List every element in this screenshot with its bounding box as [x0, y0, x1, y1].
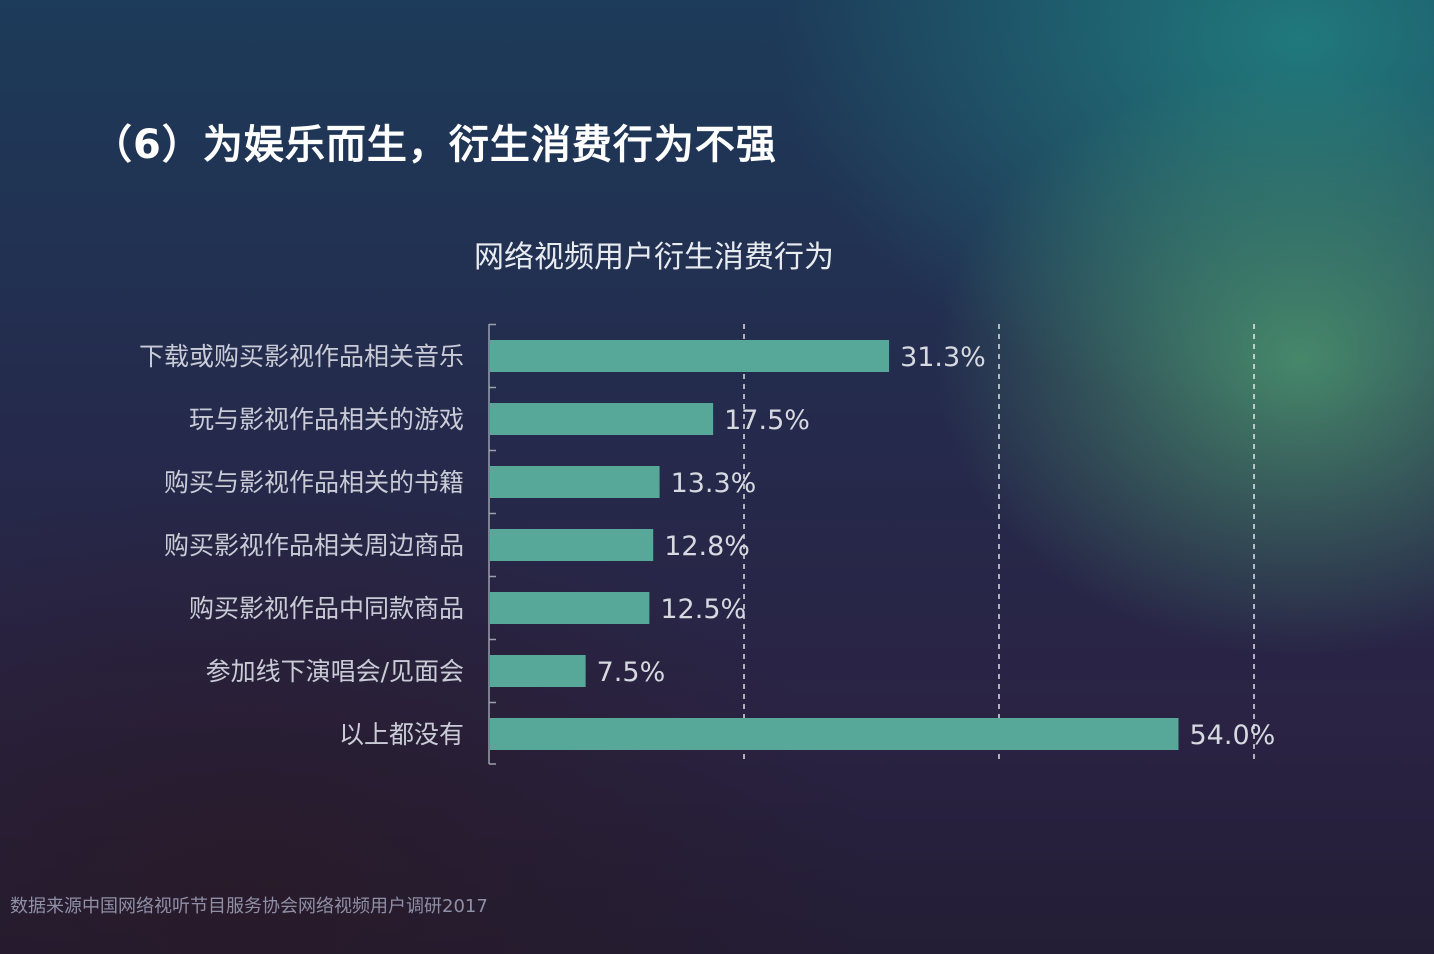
value-label-7: 54.0% — [1190, 720, 1276, 751]
category-label-4: 购买影视作品相关周边商品 — [164, 531, 464, 560]
value-label-3: 13.3% — [671, 468, 757, 499]
category-label-3: 购买与影视作品相关的书籍 — [164, 468, 464, 497]
value-label-1: 31.3% — [900, 342, 986, 373]
category-label-7: 以上都没有 — [339, 720, 464, 749]
bar-5 — [490, 592, 650, 624]
bar-3 — [490, 466, 660, 498]
bar-2 — [490, 403, 714, 435]
bar-6 — [490, 655, 586, 687]
page-title: （6）为娱乐而生，衍生消费行为不强 — [92, 122, 777, 168]
bar-1 — [490, 340, 890, 372]
category-label-5: 购买影视作品中同款商品 — [189, 594, 464, 623]
category-label-6: 参加线下演唱会/见面会 — [206, 657, 464, 686]
bar-7 — [490, 718, 1179, 750]
value-label-4: 12.8% — [664, 531, 750, 562]
value-label-5: 12.5% — [660, 594, 746, 625]
category-label-2: 玩与影视作品相关的游戏 — [189, 405, 464, 434]
value-label-2: 17.5% — [724, 405, 810, 436]
category-label-1: 下载或购买影视作品相关音乐 — [139, 342, 464, 371]
chart-title: 网络视频用户衍生消费行为 — [474, 240, 834, 275]
bar-4 — [490, 529, 654, 561]
value-label-6: 7.5% — [597, 657, 666, 688]
source-footnote: 数据来源中国网络视听节目服务协会网络视频用户调研2017 — [10, 896, 488, 917]
